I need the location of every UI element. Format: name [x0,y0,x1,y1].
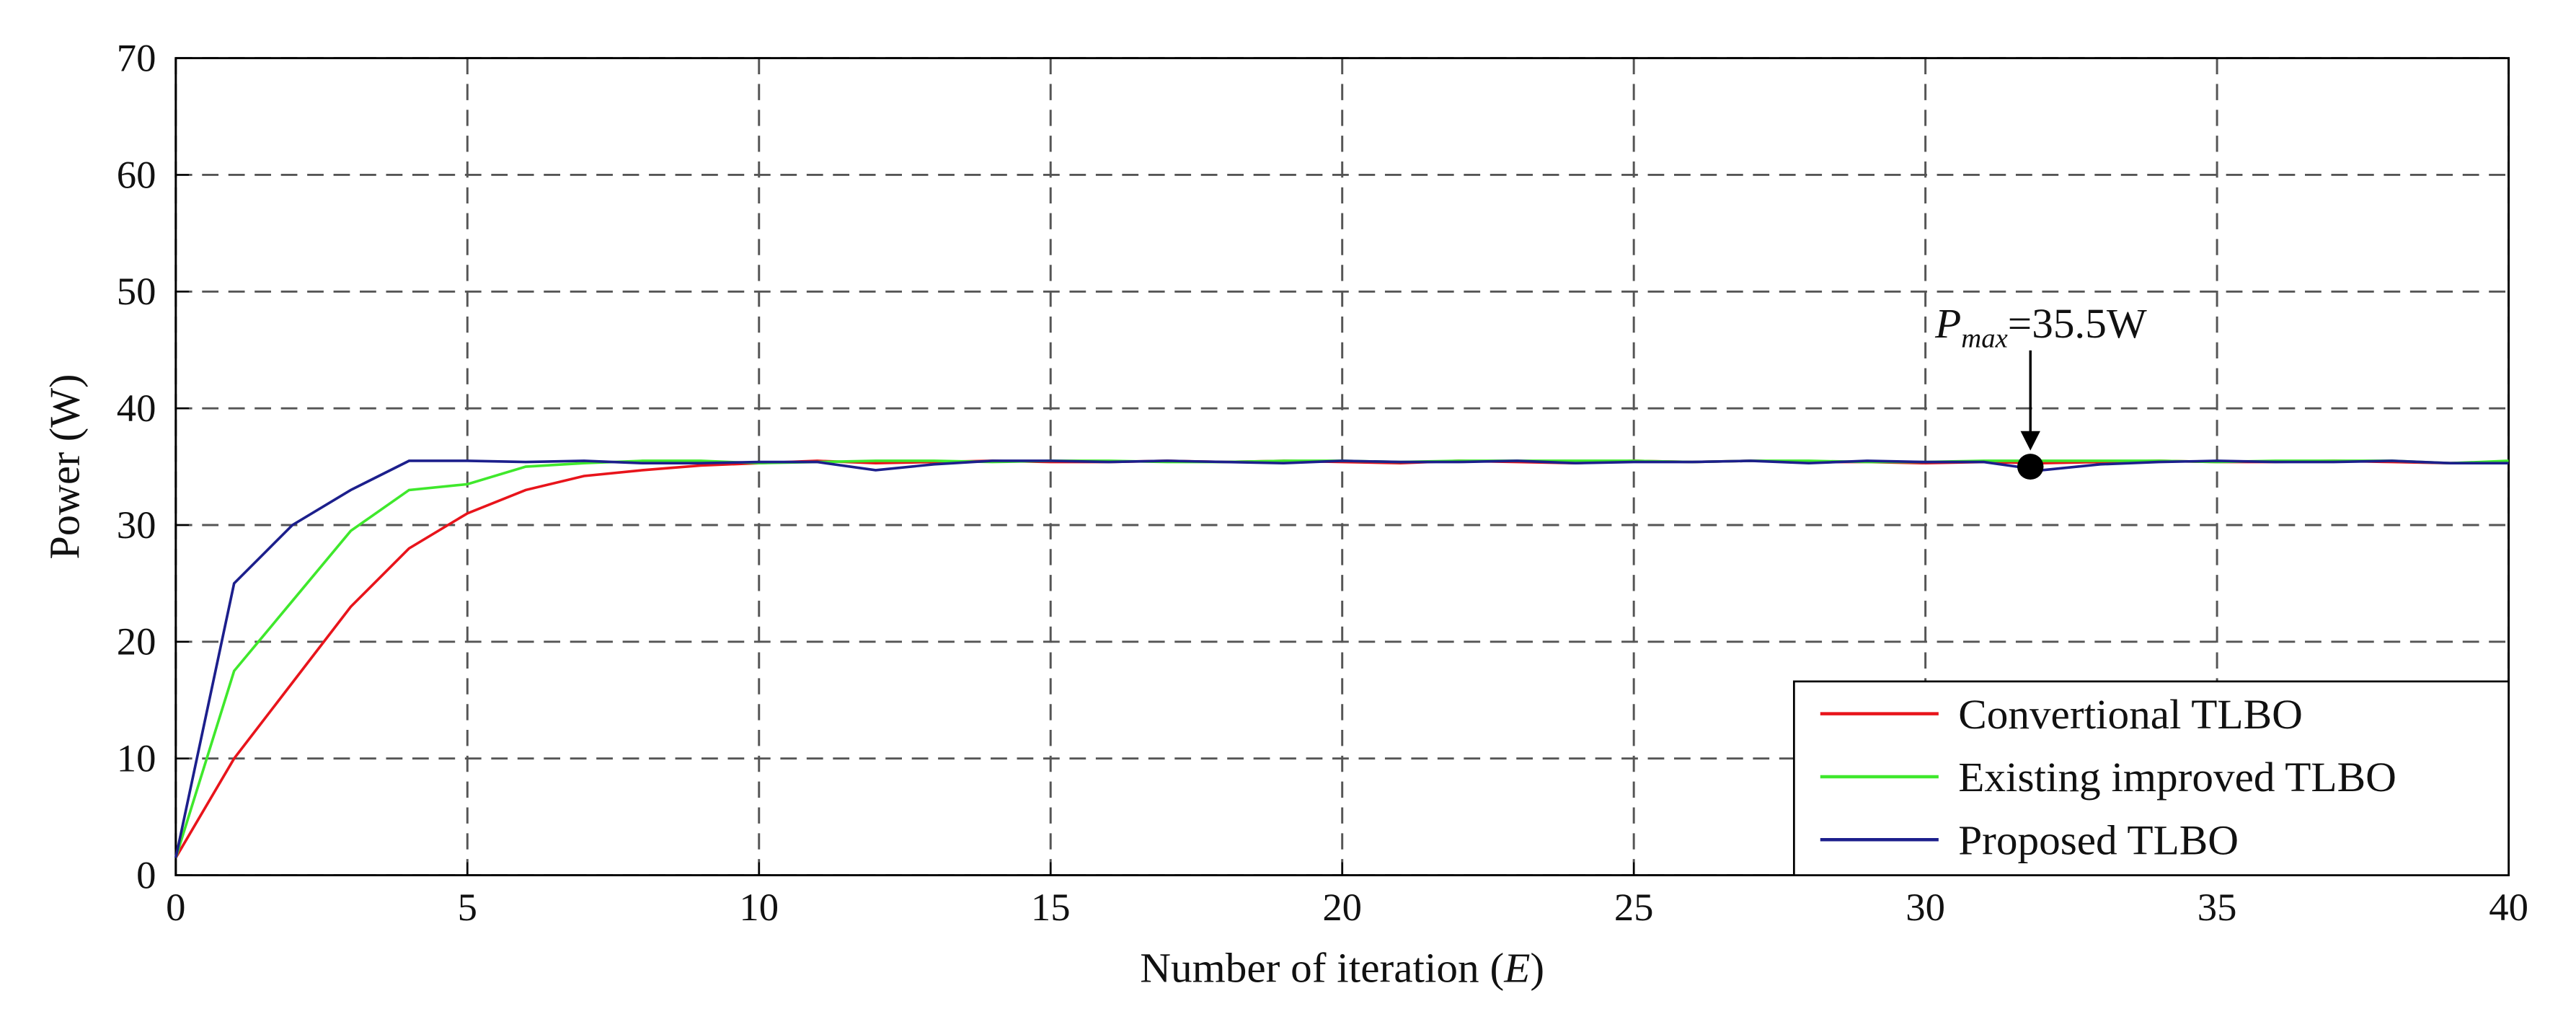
x-axis-label-part: E [1503,945,1530,991]
legend-label: Convertional TLBO [1958,691,2303,737]
y-axis-label: Power (W) [41,374,89,560]
plot-frame [174,57,2510,876]
legend-label: Existing improved TLBO [1958,754,2396,801]
y-tick-label: 70 [117,37,156,79]
x-axis-label: Number of iteration (E) [1140,945,1544,991]
x-tick-label: 15 [1031,886,1071,929]
x-tick-label: 5 [458,886,477,929]
x-axis-label-part: Number of iteration ( [1140,945,1504,991]
x-tick-label: 30 [1906,886,1945,929]
y-tick-label: 10 [117,737,156,780]
x-axis-label-part: ) [1530,945,1544,991]
y-tick-label: 60 [117,154,156,196]
annotation-base: P [1934,300,1961,346]
y-tick-label: 30 [117,503,156,546]
y-tick-label: 40 [117,387,156,429]
x-tick-label: 35 [2197,886,2237,929]
series-line [174,459,2509,858]
x-tick-label: 40 [2489,886,2528,929]
annotation-subscript: max [1961,324,2008,354]
annotation-label: Pmax=35.5W [1934,300,2147,353]
y-tick-label: 20 [117,620,156,663]
arrow-head [2020,431,2040,451]
x-tick-label: 10 [739,886,779,929]
annotation-text: =35.5W [2008,300,2148,346]
x-tick-label: 0 [166,886,185,929]
x-tick-label: 25 [1614,886,1654,929]
annotation-point [2017,454,2044,480]
legend-label: Proposed TLBO [1958,817,2239,863]
x-tick-label: 20 [1322,886,1362,929]
y-tick-label: 50 [117,270,156,313]
y-tick-label: 0 [136,854,156,896]
